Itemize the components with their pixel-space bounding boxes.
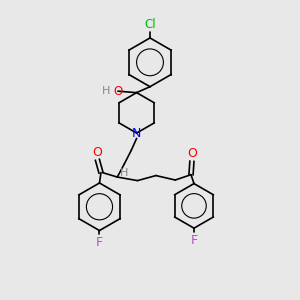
Text: F: F: [96, 236, 103, 249]
Text: O: O: [114, 85, 123, 98]
Text: Cl: Cl: [144, 18, 156, 31]
Text: F: F: [190, 233, 198, 247]
Text: H: H: [101, 86, 110, 96]
Text: O: O: [92, 146, 102, 159]
Text: N: N: [132, 127, 141, 140]
Text: O: O: [187, 147, 197, 161]
Text: H: H: [120, 169, 128, 178]
